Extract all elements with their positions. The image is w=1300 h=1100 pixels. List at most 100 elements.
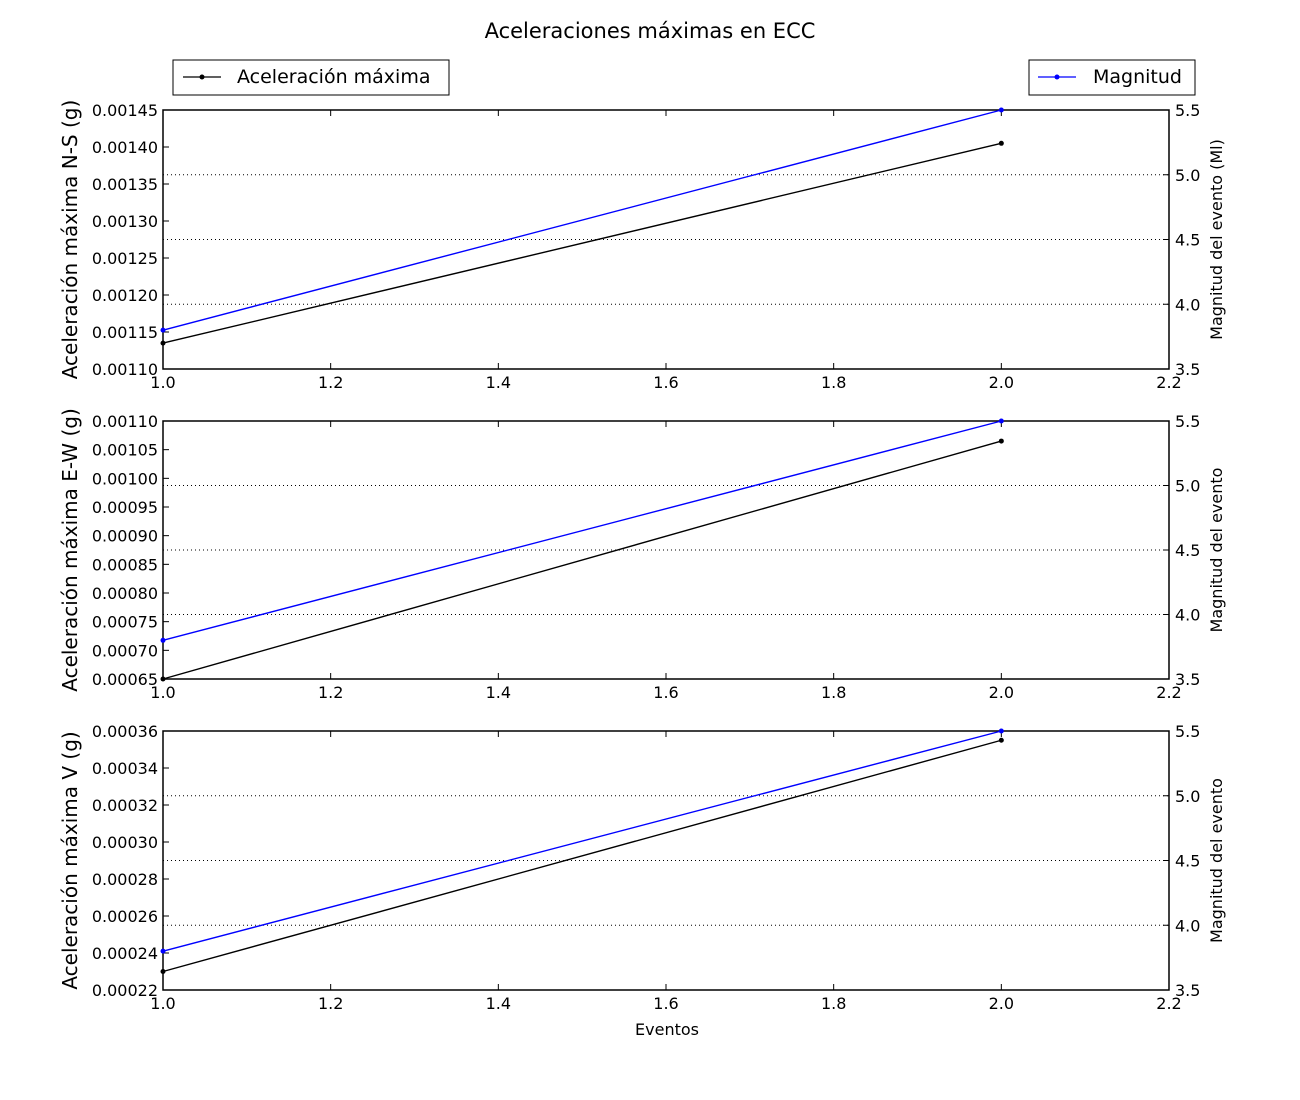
y-tick-label: 0.00105 <box>92 441 158 460</box>
magnitude-point <box>160 948 166 954</box>
accel-point <box>998 737 1004 743</box>
y-right-tick-label: 5.5 <box>1175 412 1200 431</box>
legend-accel-marker <box>199 74 205 80</box>
accel-line <box>162 739 1002 973</box>
x-tick-label: 1.4 <box>486 683 511 702</box>
y-right-axis-label: Magnitud del evento <box>1207 468 1226 633</box>
x-tick-label: 2.0 <box>989 373 1014 392</box>
y-tick-label: 0.00026 <box>92 907 158 926</box>
chart-panels: 1.0 1.2 1.4 1.6 1.8 2.0 2.2 0.00110 0.00115 0.001… <box>58 100 1226 1039</box>
accel-point <box>160 340 166 346</box>
x-tick-label: 1.2 <box>318 994 343 1013</box>
y-tick-label: 0.00100 <box>92 469 158 488</box>
x-tick-label: 1.0 <box>150 683 175 702</box>
panel-2: 1.0 1.2 1.4 1.6 1.8 2.0 2.2 0.00065 0.00070 0.000… <box>58 408 1226 702</box>
y-right-tick-label: 4.5 <box>1175 231 1200 250</box>
y-right-tick-label: 4.0 <box>1175 295 1200 314</box>
y-tick-label: 0.00036 <box>92 722 158 741</box>
y-right-tick-label: 5.5 <box>1175 722 1200 741</box>
chart-title: Aceleraciones máximas en ECC <box>485 19 816 43</box>
y-right-tick-label: 3.5 <box>1175 981 1200 1000</box>
y-right-axis-label: Magnitud del evento <box>1207 778 1226 943</box>
y-axis-label: Aceleración máxima N-S (g) <box>58 100 82 380</box>
y-right-tick-label: 4.0 <box>1175 916 1200 935</box>
y-tick-label: 0.00125 <box>92 249 158 268</box>
y-right-tick-label: 3.5 <box>1175 670 1200 689</box>
y-right-tick-label: 5.0 <box>1175 477 1200 496</box>
y-tick-label: 0.00085 <box>92 555 158 574</box>
y-right-tick-label: 4.0 <box>1175 606 1200 625</box>
y-tick-label: 0.00110 <box>92 412 158 431</box>
y-right-tick-label: 4.5 <box>1175 541 1200 560</box>
accel-point <box>160 969 166 974</box>
x-tick-label: 1.8 <box>821 994 846 1013</box>
y-right-tick-label: 5.0 <box>1175 787 1200 806</box>
y-tick-label: 0.00030 <box>92 833 158 852</box>
accel-line <box>162 142 1002 344</box>
x-tick-label: 1.8 <box>821 373 846 392</box>
magnitude-point <box>998 418 1004 424</box>
plot-frame <box>162 109 1170 370</box>
y-tick-label: 0.00135 <box>92 175 158 194</box>
x-tick-label: 1.2 <box>318 373 343 392</box>
accel-point <box>998 438 1004 444</box>
x-tick-label: 1.6 <box>653 373 678 392</box>
plot-frame <box>162 420 1170 680</box>
y-tick-label: 0.00095 <box>92 498 158 517</box>
y-tick-label: 0.00024 <box>92 944 158 963</box>
x-tick-label: 1.6 <box>653 683 678 702</box>
magnitude-point <box>160 327 166 333</box>
y-tick-label: 0.00070 <box>92 641 158 660</box>
y-right-axis-label: Magnitud del evento (Ml) <box>1207 139 1226 340</box>
x-tick-label: 1.6 <box>653 994 678 1013</box>
y-tick-label: 0.00065 <box>92 670 158 689</box>
y-tick-label: 0.00022 <box>92 981 158 1000</box>
plot-frame <box>162 730 1170 991</box>
magnitude-point <box>998 107 1004 113</box>
accel-point <box>998 140 1004 146</box>
y-tick-label: 0.00140 <box>92 138 158 157</box>
y-tick-label: 0.00145 <box>92 101 158 120</box>
legend-magnitude-marker <box>1054 74 1060 80</box>
magnitude-line <box>162 730 1002 952</box>
magnitude-line <box>162 109 1002 331</box>
y-tick-label: 0.00130 <box>92 212 158 231</box>
y-tick-label: 0.00034 <box>92 759 158 778</box>
magnitude-line <box>162 420 1002 641</box>
x-tick-label: 1.8 <box>821 683 846 702</box>
y-tick-label: 0.00075 <box>92 613 158 632</box>
legend-magnitude: Magnitud <box>1028 59 1196 96</box>
y-tick-label: 0.00115 <box>92 323 158 342</box>
x-axis-label: Eventos <box>635 1020 699 1039</box>
x-tick-label: 2.2 <box>1156 373 1181 392</box>
panel-1: 1.0 1.2 1.4 1.6 1.8 2.0 2.2 0.00110 0.00115 0.001… <box>58 100 1226 392</box>
accel-point <box>160 676 166 682</box>
y-tick-label: 0.00032 <box>92 796 158 815</box>
x-tick-label: 1.0 <box>150 373 175 392</box>
y-axis-label: Aceleración máxima E-W (g) <box>58 408 82 692</box>
legend-accel-label: Aceleración máxima <box>237 66 430 88</box>
y-tick-label: 0.00120 <box>92 286 158 305</box>
x-tick-label: 2.0 <box>989 994 1014 1013</box>
magnitude-point <box>160 637 166 643</box>
x-tick-label: 2.2 <box>1156 994 1181 1013</box>
x-tick-label: 1.2 <box>318 683 343 702</box>
y-right-tick-label: 5.5 <box>1175 101 1200 120</box>
legend-accel: Aceleración máxima <box>172 59 450 96</box>
y-tick-label: 0.00090 <box>92 527 158 546</box>
y-tick-label: 0.00080 <box>92 584 158 603</box>
magnitude-point <box>998 728 1004 734</box>
legend-magnitude-label: Magnitud <box>1093 66 1182 88</box>
x-tick-label: 1.4 <box>486 994 511 1013</box>
y-right-tick-label: 5.0 <box>1175 166 1200 185</box>
x-tick-label: 1.4 <box>486 373 511 392</box>
x-tick-label: 1.0 <box>150 994 175 1013</box>
panel-3: 1.0 1.2 1.4 1.6 1.8 2.0 2.2 0.00022 0.00024 0.000… <box>58 722 1226 1039</box>
y-axis-label: Aceleración máxima V (g) <box>58 731 82 989</box>
y-right-tick-label: 4.5 <box>1175 852 1200 871</box>
x-tick-label: 2.2 <box>1156 683 1181 702</box>
y-right-tick-label: 3.5 <box>1175 360 1200 379</box>
y-tick-label: 0.00110 <box>92 360 158 379</box>
y-tick-label: 0.00028 <box>92 870 158 889</box>
